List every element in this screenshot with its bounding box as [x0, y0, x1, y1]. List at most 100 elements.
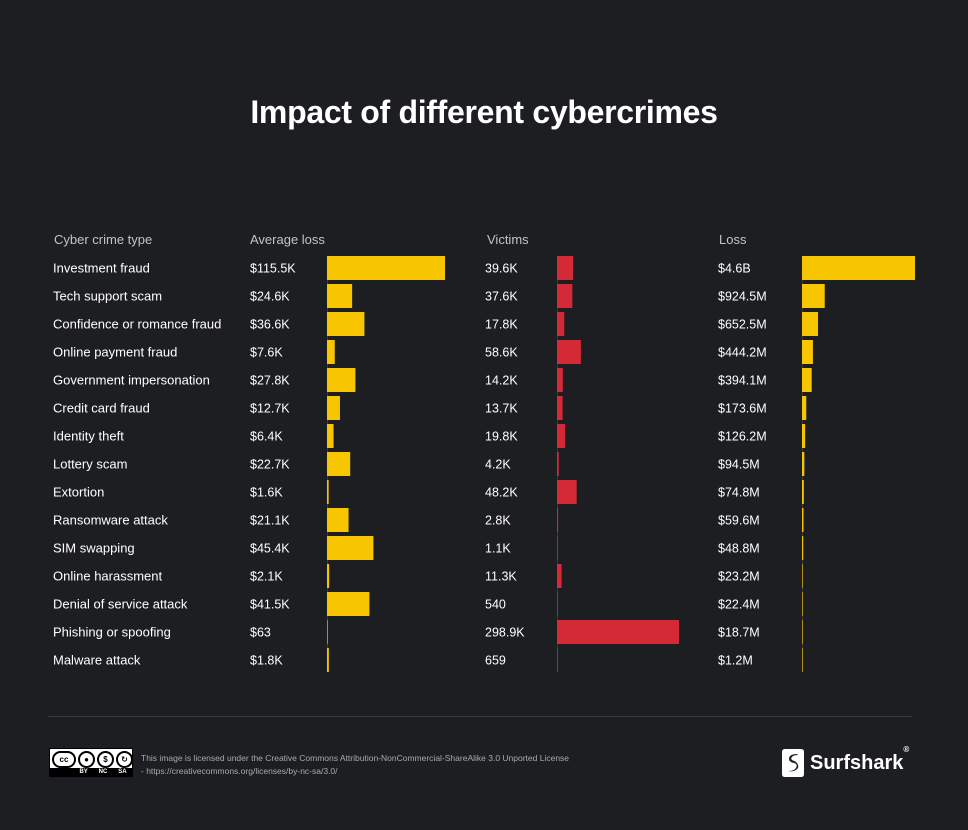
- victims-value-label: 13.7K: [485, 402, 518, 416]
- victims-value-label: 14.2K: [485, 374, 518, 388]
- loss-bar: [802, 284, 825, 308]
- loss-value-label: $59.6M: [718, 514, 760, 528]
- registered-mark: ®: [903, 744, 910, 754]
- victims-bar: [557, 256, 574, 280]
- category-label: Online payment fraud: [53, 345, 177, 360]
- column-header-type: Cyber crime type: [54, 232, 153, 247]
- loss-bar: [802, 424, 806, 448]
- category-label: Confidence or romance fraud: [53, 317, 221, 332]
- average-loss-bar: [327, 648, 329, 672]
- loss-value-label: $23.2M: [718, 570, 760, 584]
- loss-bar: [802, 648, 803, 672]
- victims-bar: [557, 564, 562, 588]
- loss-bar: [802, 452, 805, 476]
- category-label: Credit card fraud: [53, 401, 150, 416]
- average-loss-bar: [327, 284, 353, 308]
- victims-bar: [557, 536, 558, 560]
- average-loss-bar: [327, 424, 334, 448]
- average-loss-value-label: $27.8K: [250, 374, 290, 388]
- loss-bar: [802, 396, 807, 420]
- creative-commons-badge: cc ● $ ↻ BY NC SA: [49, 748, 133, 777]
- victims-value-label: 11.3K: [485, 570, 517, 584]
- nc-icon: $: [97, 751, 114, 768]
- cc-by-label: BY: [79, 769, 88, 775]
- loss-value-label: $924.5M: [718, 290, 767, 304]
- victims-value-label: 58.6K: [485, 346, 518, 360]
- victims-bar: [557, 620, 679, 644]
- average-loss-bar: [327, 368, 356, 392]
- loss-bar: [802, 480, 804, 504]
- victims-value-label: 48.2K: [485, 486, 518, 500]
- average-loss-bar: [327, 592, 370, 616]
- loss-bar: [802, 508, 804, 532]
- loss-bar: [802, 564, 803, 588]
- category-label: Malware attack: [53, 653, 141, 668]
- loss-value-label: $394.1M: [718, 374, 767, 388]
- average-loss-value-label: $22.7K: [250, 458, 290, 472]
- surfshark-icon: [782, 749, 804, 777]
- average-loss-value-label: $1.8K: [250, 654, 283, 668]
- loss-bar: [802, 340, 813, 364]
- victims-value-label: 4.2K: [485, 458, 511, 472]
- surfshark-logo: Surfshark®: [781, 744, 910, 778]
- victims-bar: [557, 396, 563, 420]
- category-label: SIM swapping: [53, 541, 135, 556]
- category-label: Denial of service attack: [53, 597, 188, 612]
- loss-bar: [802, 256, 915, 280]
- loss-bar: [802, 368, 812, 392]
- victims-bar: [557, 648, 558, 672]
- loss-value-label: $126.2M: [718, 430, 767, 444]
- average-loss-value-label: $24.6K: [250, 290, 290, 304]
- victims-bar: [557, 340, 581, 364]
- sa-icon: ↻: [116, 751, 133, 768]
- average-loss-bar: [327, 564, 330, 588]
- victims-value-label: 17.8K: [485, 318, 518, 332]
- victims-value-label: 298.9K: [485, 626, 525, 640]
- cc-nc-label: NC: [98, 769, 108, 775]
- average-loss-value-label: $41.5K: [250, 598, 290, 612]
- loss-value-label: $22.4M: [718, 598, 760, 612]
- victims-bar: [557, 424, 566, 448]
- brand-name: Surfshark®: [810, 744, 910, 774]
- footer-divider: [48, 716, 912, 717]
- average-loss-bar: [327, 480, 329, 504]
- loss-value-label: $18.7M: [718, 626, 760, 640]
- loss-bar: [802, 312, 819, 336]
- victims-value-label: 540: [485, 598, 506, 612]
- average-loss-bar: [327, 508, 349, 532]
- category-label: Extortion: [53, 485, 104, 500]
- average-loss-value-label: $12.7K: [250, 402, 290, 416]
- loss-value-label: $4.6B: [718, 262, 751, 276]
- average-loss-value-label: $2.1K: [250, 570, 283, 584]
- average-loss-value-label: $115.5K: [250, 262, 296, 276]
- loss-value-label: $94.5M: [718, 458, 760, 472]
- by-icon: ●: [78, 751, 95, 768]
- chart-title: Impact of different cybercrimes: [250, 94, 718, 130]
- victims-value-label: 2.8K: [485, 514, 511, 528]
- victims-value-label: 1.1K: [485, 542, 511, 556]
- loss-value-label: $652.5M: [718, 318, 767, 332]
- victims-bar: [557, 508, 559, 532]
- average-loss-value-label: $36.6K: [250, 318, 290, 332]
- category-label: Lottery scam: [53, 457, 127, 472]
- loss-bar: [802, 536, 804, 560]
- loss-value-label: $48.8M: [718, 542, 760, 556]
- average-loss-value-label: $7.6K: [250, 346, 283, 360]
- average-loss-bar: [327, 620, 328, 644]
- category-label: Identity theft: [53, 429, 124, 444]
- column-header-loss: Loss: [719, 232, 747, 247]
- loss-value-label: $173.6M: [718, 402, 767, 416]
- loss-bar: [802, 620, 803, 644]
- category-label: Tech support scam: [53, 289, 162, 304]
- average-loss-value-label: $6.4K: [250, 430, 283, 444]
- average-loss-bar: [327, 256, 445, 280]
- victims-bar: [557, 592, 558, 616]
- column-header-average-loss: Average loss: [250, 232, 325, 247]
- average-loss-value-label: $21.1K: [250, 514, 290, 528]
- cc-icon: cc: [52, 751, 76, 768]
- victims-bar: [557, 480, 577, 504]
- category-label: Ransomware attack: [53, 513, 168, 528]
- average-loss-value-label: $1.6K: [250, 486, 283, 500]
- victims-value-label: 19.8K: [485, 430, 518, 444]
